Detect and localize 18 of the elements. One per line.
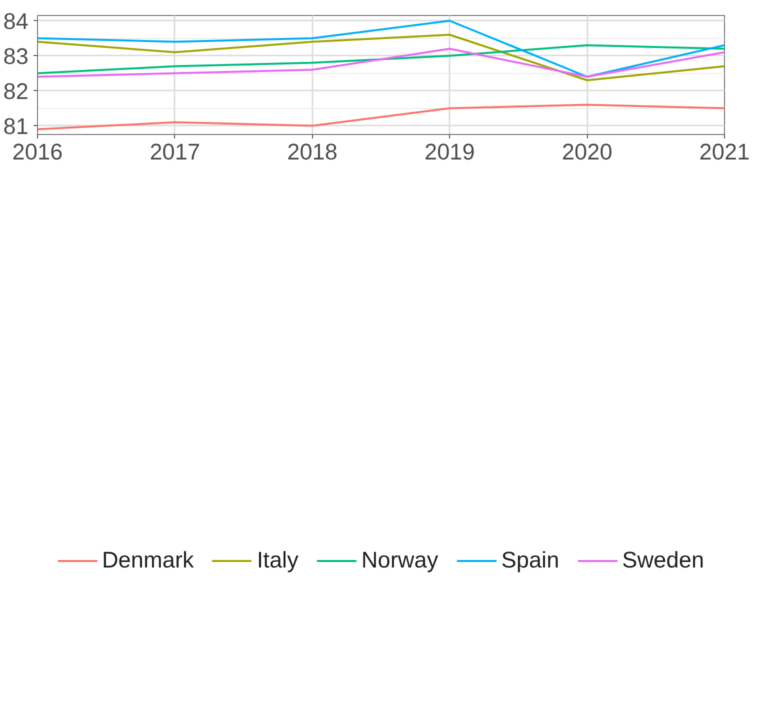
- line-series: [38, 20, 724, 78]
- y-tick-label: 82: [3, 78, 28, 104]
- legend-label: Sweden: [622, 546, 704, 574]
- x-tick-label: 2020: [562, 138, 612, 164]
- line-series: [38, 34, 724, 82]
- legend-label: Denmark: [102, 546, 194, 574]
- x-tick-label: 2016: [12, 138, 63, 164]
- x-tick-label: 2018: [287, 138, 338, 164]
- y-tick-label: 84: [3, 8, 28, 34]
- x-tick-label: 2019: [424, 138, 475, 164]
- legend-label: Norway: [361, 546, 438, 574]
- y-tick-label: 83: [3, 42, 28, 69]
- legend-label: Spain: [501, 546, 560, 574]
- x-tick-label: 2021: [699, 138, 750, 164]
- y-tick-label: 81: [3, 112, 28, 139]
- legend-label: Italy: [256, 546, 298, 574]
- x-tick-label: 2017: [150, 138, 200, 164]
- line-series: [38, 104, 724, 130]
